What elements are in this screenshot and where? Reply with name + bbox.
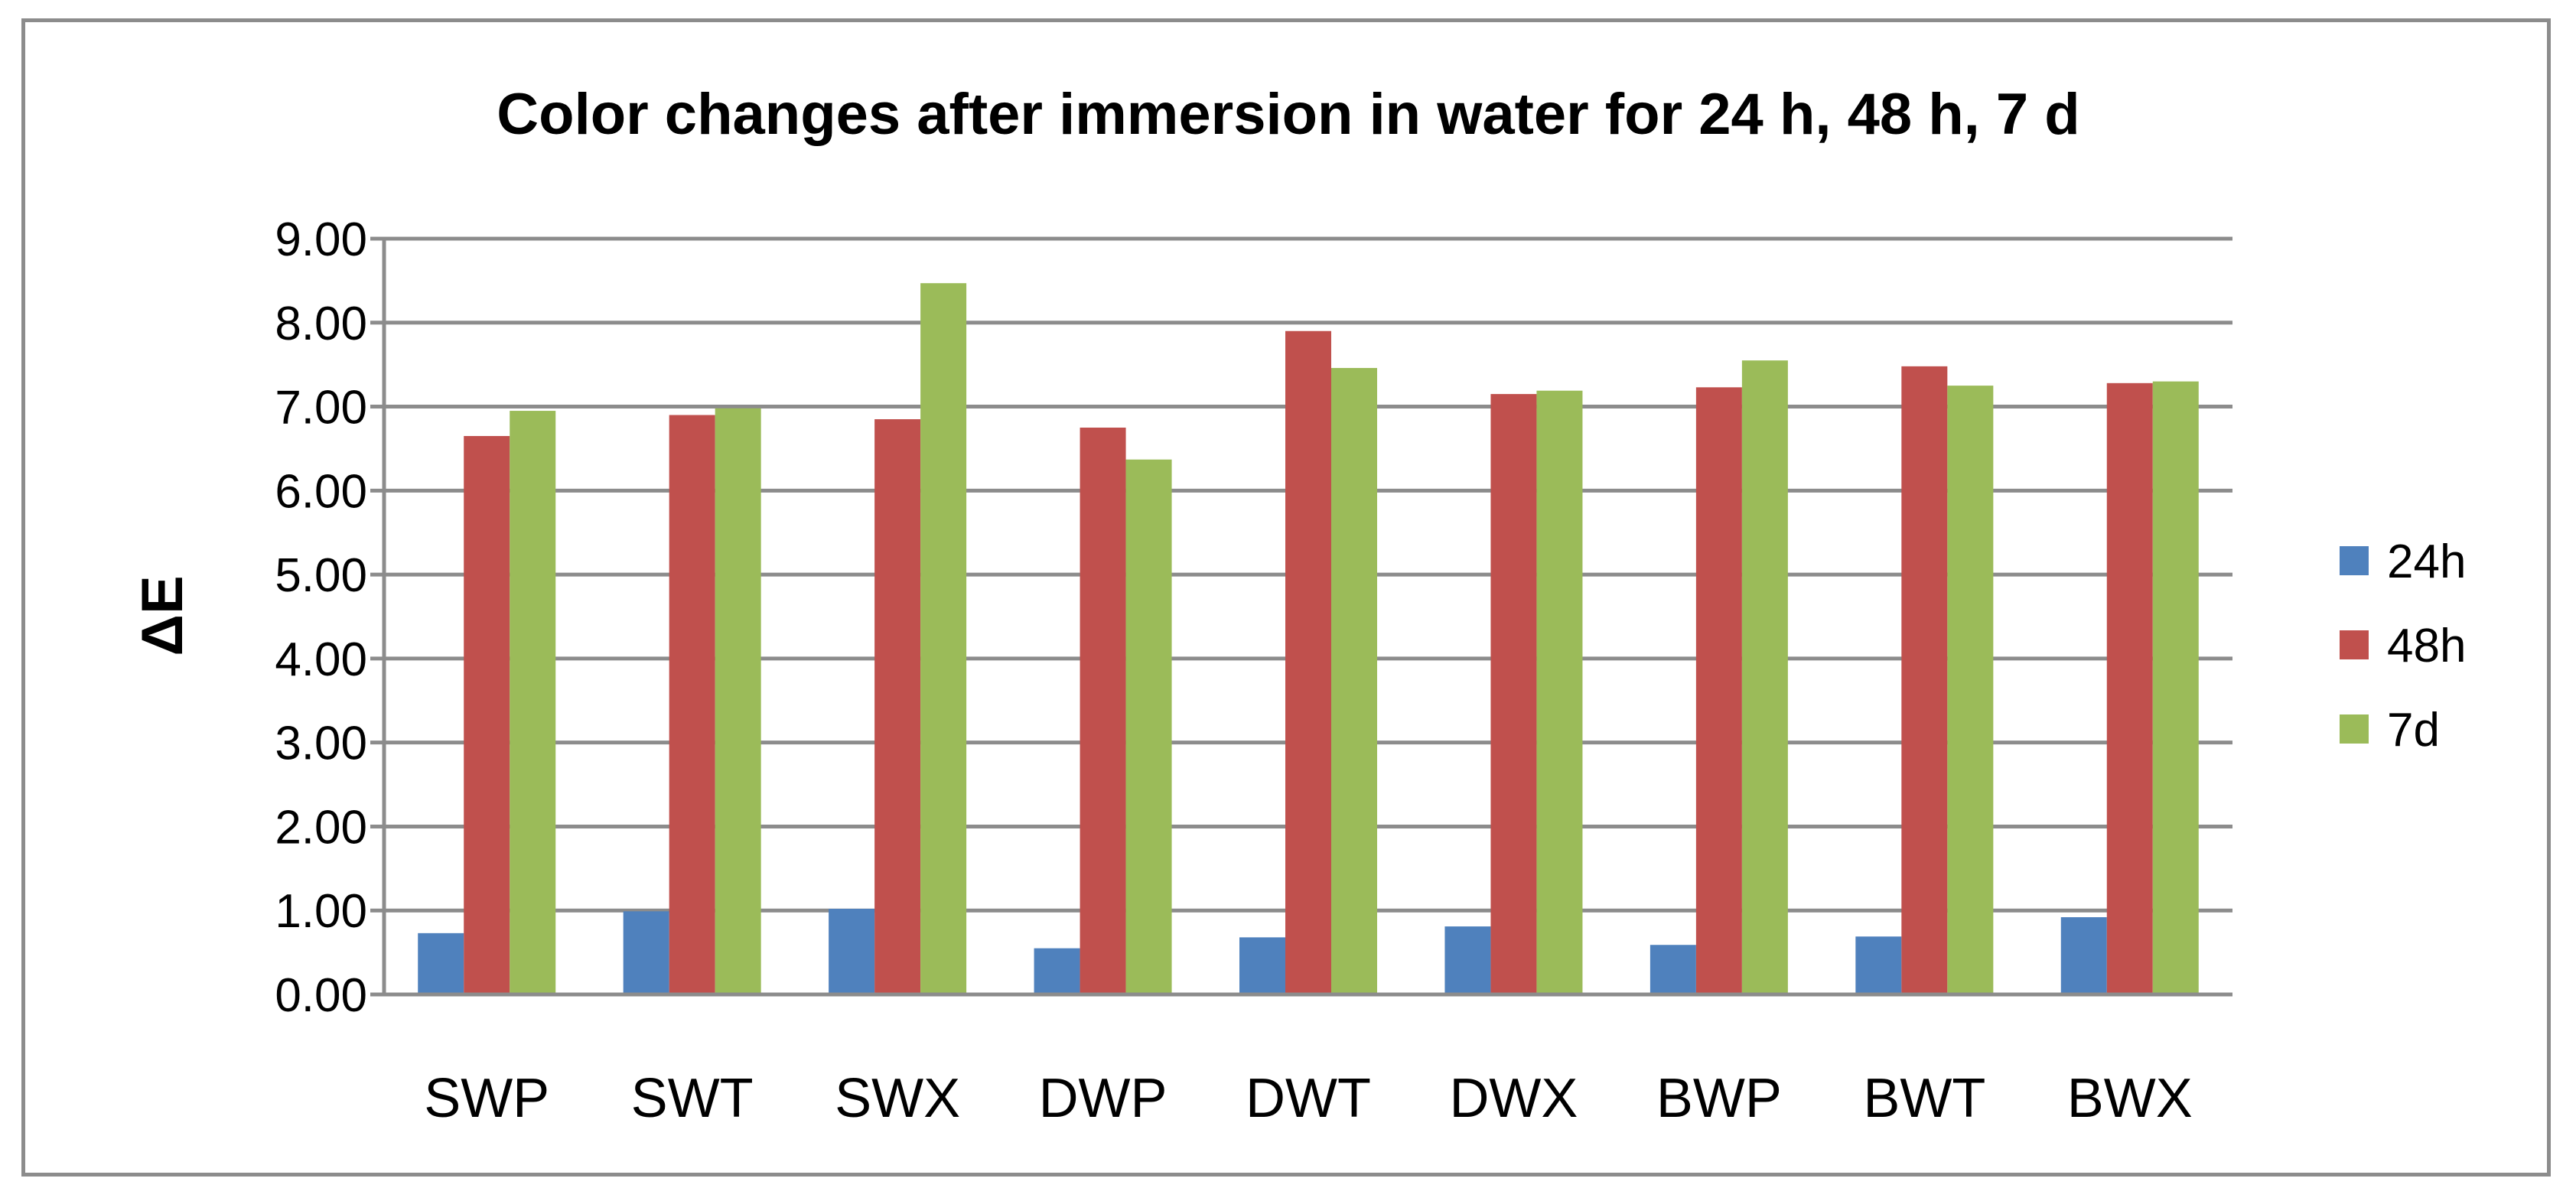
bar-dwt-48h <box>1285 330 1331 994</box>
bar-swt-24h <box>623 911 669 994</box>
y-tick-label: 6.00 <box>275 465 367 518</box>
legend-label-24h: 24h <box>2387 535 2466 588</box>
y-tick-label: 5.00 <box>275 549 367 602</box>
y-tick-label: 3.00 <box>275 718 367 770</box>
bar-dwp-48h <box>1080 428 1126 994</box>
x-tick-label: BWP <box>1656 1068 1782 1129</box>
bar-swp-48h <box>464 435 510 994</box>
bar-swx-7d <box>920 283 967 994</box>
chart-title: Color changes after immersion in water f… <box>497 82 2079 147</box>
bar-bwt-48h <box>1901 366 1948 995</box>
bar-dwx-24h <box>1444 926 1491 994</box>
legend-swatch-48h <box>2340 630 2369 659</box>
bar-bwx-48h <box>2106 382 2153 995</box>
x-tick-label: SWX <box>835 1068 960 1129</box>
legend-label-48h: 48h <box>2387 620 2466 672</box>
bar-swx-48h <box>874 419 921 994</box>
y-tick-label: 9.00 <box>275 213 367 266</box>
bar-layer <box>418 283 2199 995</box>
axis-layer <box>382 239 2232 997</box>
x-tick-label: BWX <box>2067 1068 2193 1129</box>
bar-bwx-24h <box>2060 917 2107 994</box>
y-tick-label: 2.00 <box>275 801 367 854</box>
bar-swp-24h <box>418 932 464 994</box>
bar-swp-7d <box>510 411 556 994</box>
legend-swatch-24h <box>2340 546 2369 575</box>
bar-dwp-7d <box>1125 459 1172 994</box>
bar-dwx-48h <box>1490 394 1537 994</box>
x-tick-label: BWT <box>1863 1068 1985 1129</box>
y-tick-label: 4.00 <box>275 633 367 686</box>
y-tick-label: 0.00 <box>275 969 367 1022</box>
bar-bwt-7d <box>1947 386 1994 995</box>
bar-dwt-7d <box>1331 368 1377 995</box>
legend: 24h 48h 7d <box>2340 535 2466 757</box>
bar-dwx-7d <box>1536 390 1583 995</box>
y-tick-label: 8.00 <box>275 298 367 350</box>
bar-dwp-24h <box>1034 948 1080 994</box>
legend-swatch-7d <box>2340 714 2369 744</box>
bar-bwp-48h <box>1695 387 1742 995</box>
bar-swx-24h <box>829 909 875 994</box>
tick-layer: 0.00 1.00 2.00 3.00 4.00 5.00 6.00 7.00 8.00 9.00 <box>275 213 384 1022</box>
category-labels: SWP SWT SWX DWP DWT DWX BWP BWT BWX <box>424 1068 2193 1129</box>
bar-bwt-24h <box>1855 936 1902 994</box>
y-tick-label: 1.00 <box>275 885 367 938</box>
x-tick-label: DWT <box>1246 1068 1371 1129</box>
bar-bwx-7d <box>2152 381 2199 995</box>
bar-swt-48h <box>669 415 715 994</box>
legend-label-7d: 7d <box>2387 704 2440 757</box>
x-tick-label: SWT <box>631 1068 754 1129</box>
bar-bwp-7d <box>1741 360 1788 995</box>
x-tick-label: DWX <box>1449 1068 1578 1129</box>
bar-dwt-24h <box>1239 937 1285 994</box>
x-tick-label: DWP <box>1039 1068 1168 1129</box>
bar-swt-7d <box>715 408 761 994</box>
y-axis-label: ΔE <box>130 575 195 656</box>
y-tick-label: 7.00 <box>275 382 367 435</box>
x-tick-label: SWP <box>424 1068 549 1129</box>
bar-bwp-24h <box>1649 945 1696 994</box>
